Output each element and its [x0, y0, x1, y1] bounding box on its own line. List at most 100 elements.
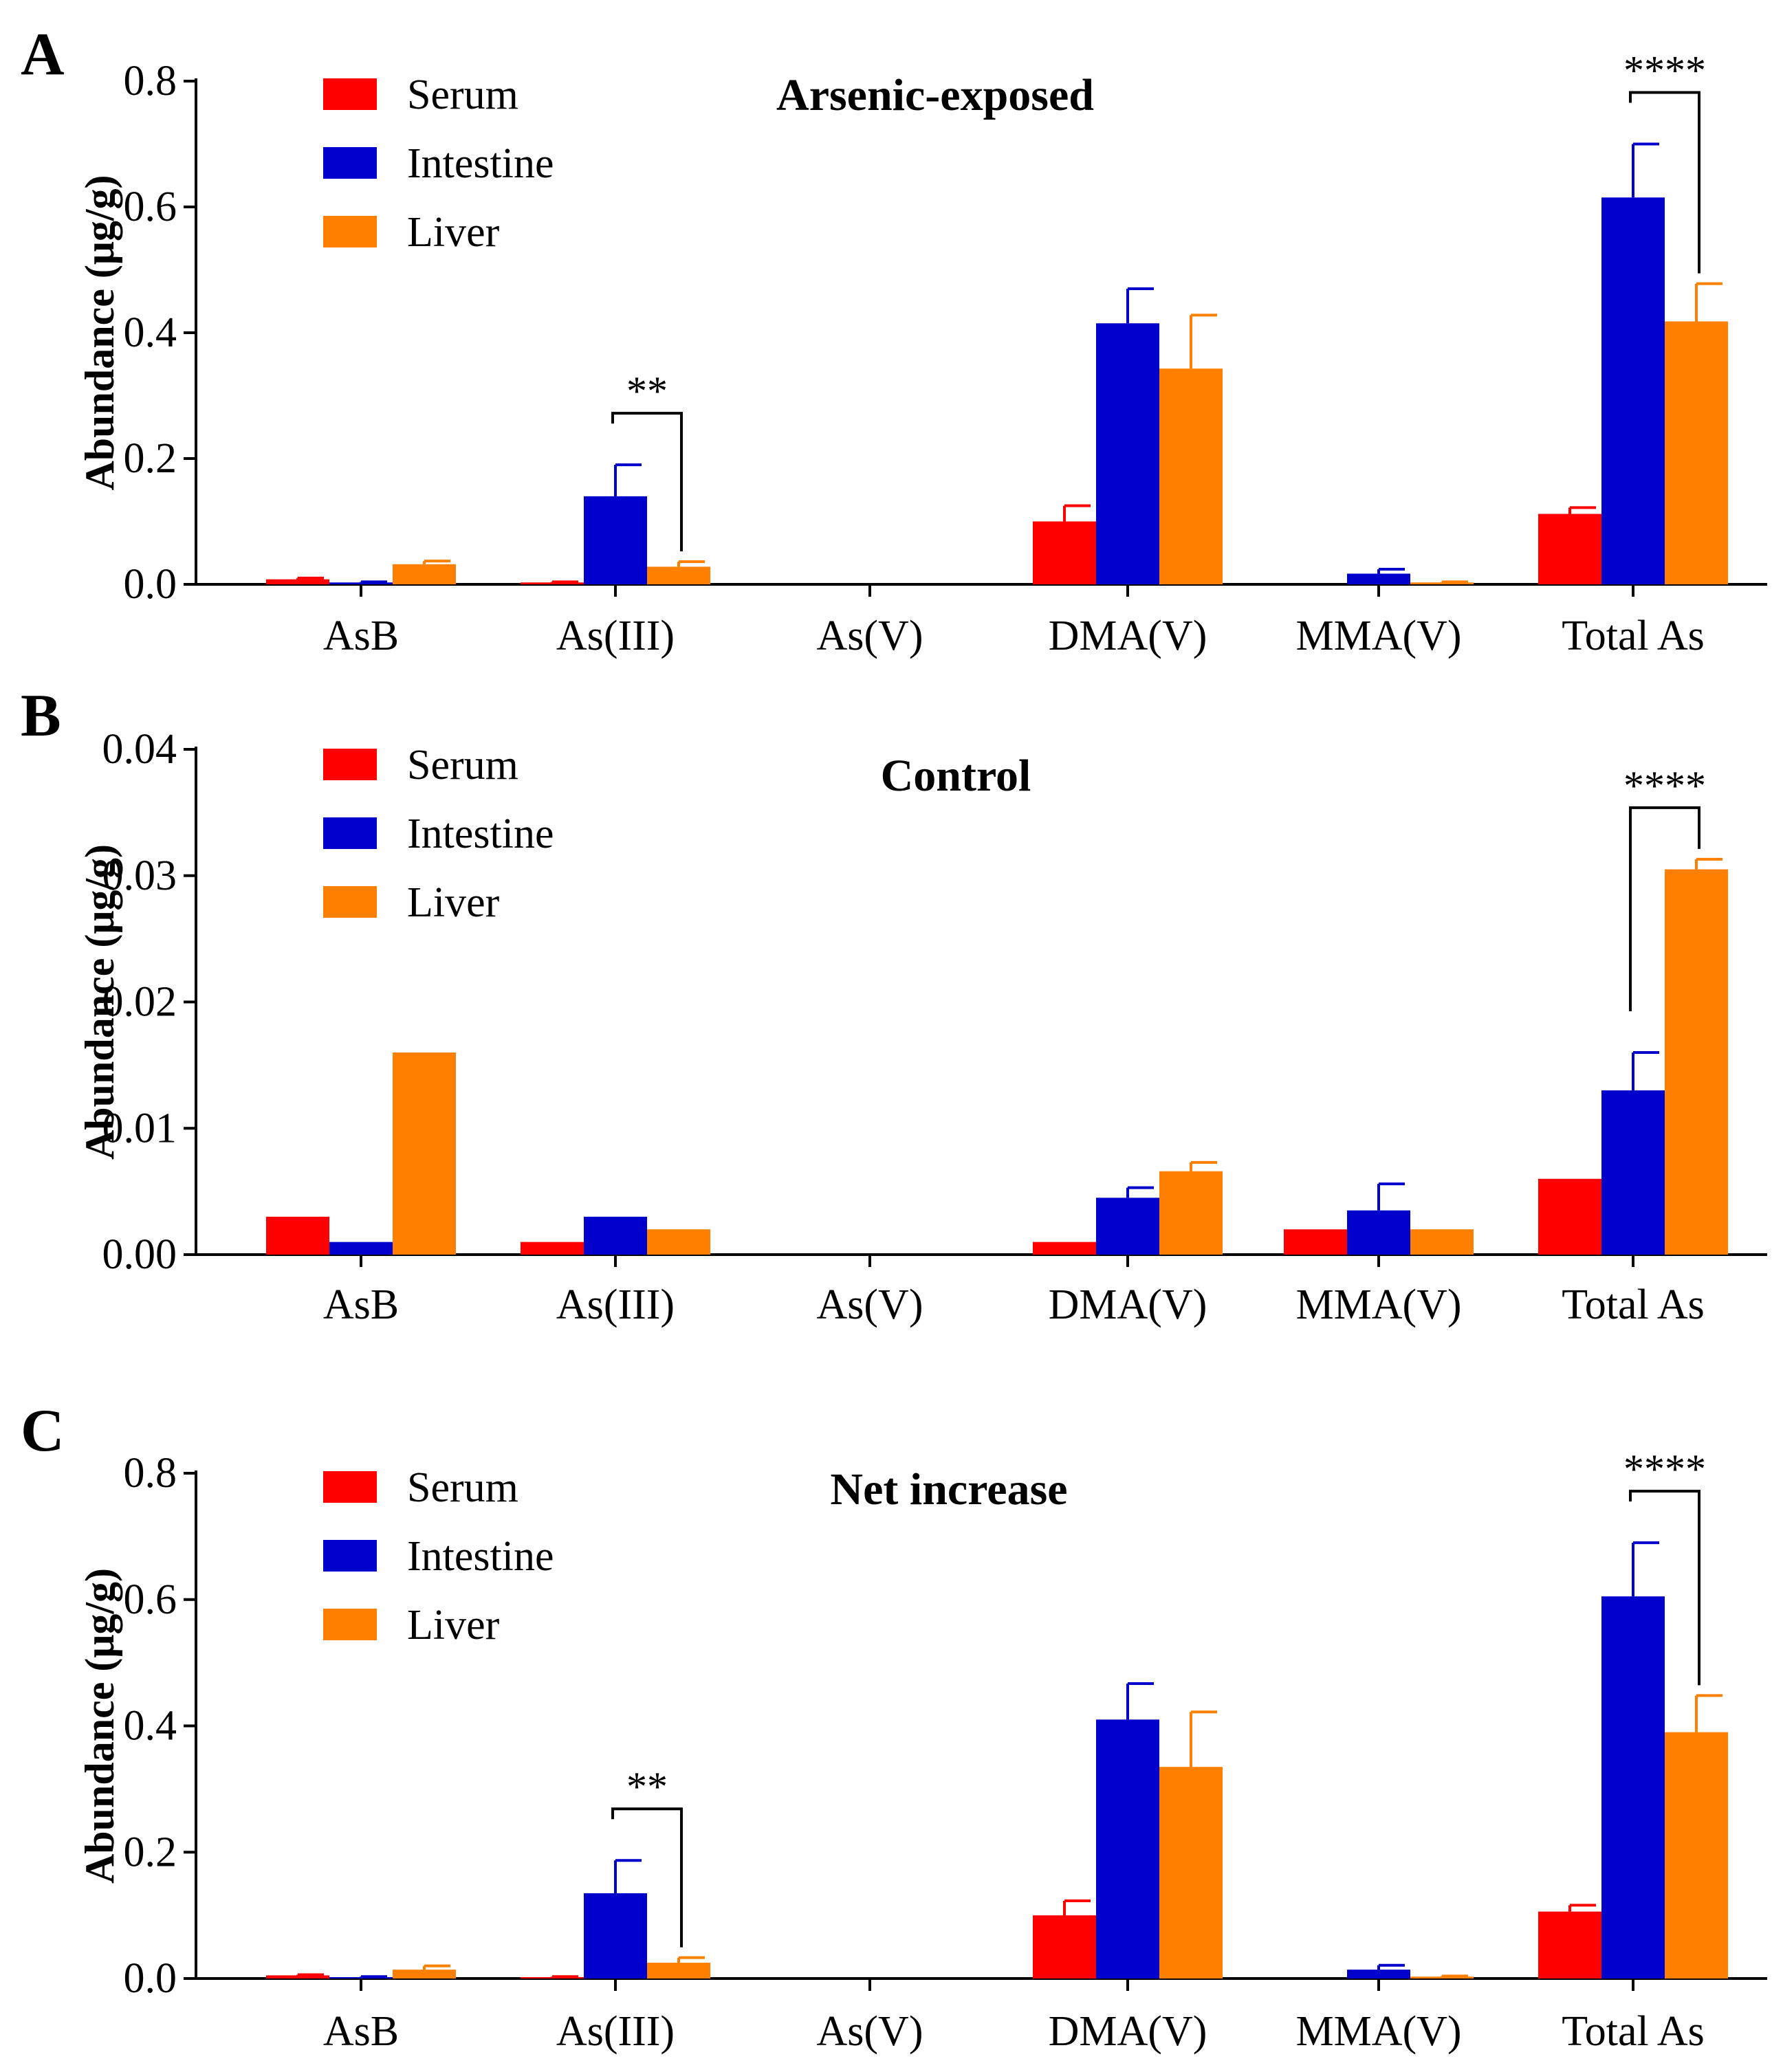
bar-serum [1033, 1242, 1096, 1255]
legend-swatch-serum [323, 749, 377, 780]
significance-label: ** [626, 1764, 668, 1809]
bar-intestine [1096, 1719, 1159, 1979]
x-tick-label: AsB [323, 2008, 399, 2055]
bar-serum [1033, 521, 1096, 584]
bar-liver [1159, 368, 1223, 584]
bar-intestine [329, 1242, 393, 1255]
y-tick-label: 0.02 [102, 979, 177, 1026]
bar-serum [1538, 1178, 1601, 1255]
chart-title: Net increase [830, 1464, 1067, 1514]
bar-intestine [1601, 1596, 1665, 1979]
x-tick-label: As(III) [556, 1281, 675, 1328]
bar-intestine [584, 1893, 647, 1979]
bar-intestine [1096, 1198, 1159, 1255]
x-tick-label: As(V) [817, 2008, 923, 2055]
bar-intestine [584, 496, 647, 584]
x-tick-label: Total As [1562, 613, 1705, 659]
bar-liver [393, 1970, 456, 1979]
x-tick-label: DMA(V) [1049, 613, 1207, 659]
bar-liver [647, 1229, 710, 1255]
panel-c: C Net increase Abundance (μg/g) 0.0 0.2 0.4 0.… [21, 1398, 1767, 2055]
bar-liver [1159, 1171, 1223, 1255]
y-tick-label: 0.4 [124, 309, 177, 356]
bar-liver [393, 1052, 456, 1255]
legend-label-liver: Liver [407, 879, 500, 926]
significance-bracket [611, 412, 683, 552]
x-tick-label: Total As [1562, 1281, 1705, 1328]
bar-liver [647, 1963, 710, 1979]
chart-title: Arsenic-exposed [776, 70, 1094, 120]
legend-swatch-serum [323, 1471, 377, 1503]
bar-intestine [1601, 1090, 1665, 1255]
legend-label-intestine: Intestine [407, 811, 554, 857]
y-tick-label: 0.8 [124, 58, 177, 104]
x-tick-label: MMA(V) [1295, 1281, 1461, 1328]
y-axis-label: Abundance (μg/g) [77, 844, 122, 1160]
significance-bracket [1629, 91, 1700, 274]
bar-intestine [1347, 1970, 1410, 1979]
x-tick-label: DMA(V) [1049, 1281, 1207, 1328]
chart-title: Control [881, 751, 1031, 801]
bar-serum [1538, 514, 1601, 584]
y-tick-label: 0.0 [124, 561, 177, 608]
y-tick-label: 0.4 [124, 1703, 177, 1750]
bar-liver [1410, 1976, 1474, 1979]
bar-serum [1284, 1229, 1347, 1255]
y-tick-label: 0.0 [124, 1955, 177, 2002]
panel-a: A Arsenic-exposed Abundance (μg/g) 0.0 0.2 0.… [21, 21, 1767, 659]
x-tick-label: As(V) [817, 613, 923, 659]
bar-liver [1665, 869, 1728, 1255]
legend-swatch-intestine [323, 147, 377, 179]
bar-liver [647, 566, 710, 584]
bar-liver [1159, 1767, 1223, 1979]
bar-liver [1410, 1229, 1474, 1255]
legend-label-serum: Serum [407, 71, 518, 118]
legend-swatch-serum [323, 78, 377, 110]
bar-intestine [1347, 1210, 1410, 1255]
legend-label-liver: Liver [407, 209, 500, 256]
bar-liver [1410, 582, 1474, 584]
legend-swatch-intestine [323, 1540, 377, 1572]
y-tick-label: 0.00 [102, 1231, 177, 1278]
significance-bracket [1629, 806, 1700, 1011]
significance-bracket [1629, 1490, 1700, 1686]
y-tick-label: 0.03 [102, 852, 177, 899]
x-tick-label: As(III) [556, 613, 675, 659]
legend-label-serum: Serum [407, 742, 518, 789]
y-tick-label: 0.2 [124, 435, 177, 482]
bar-intestine [1601, 197, 1665, 584]
panel-letter: B [21, 683, 61, 749]
legend-label-serum: Serum [407, 1464, 518, 1511]
y-tick-label: 0.6 [124, 1576, 177, 1623]
x-tick-label: Total As [1562, 2008, 1705, 2055]
bar-liver [393, 564, 456, 584]
x-tick-label: AsB [323, 613, 399, 659]
legend-swatch-liver [323, 886, 377, 918]
y-tick-label: 0.6 [124, 184, 177, 230]
x-tick-label: MMA(V) [1295, 2008, 1461, 2055]
x-tick-label: DMA(V) [1049, 2008, 1207, 2055]
significance-bracket [611, 1807, 683, 1948]
bar-serum [266, 579, 329, 584]
x-tick-label: AsB [323, 1281, 399, 1328]
panel-letter: A [21, 21, 65, 88]
legend-label-intestine: Intestine [407, 140, 554, 187]
bar-serum [521, 1242, 584, 1255]
bar-serum [1033, 1915, 1096, 1979]
bar-intestine [584, 1216, 647, 1255]
panel-b: B Control Abundance (μg/g) 0.00 0.01 0.02 0.03… [21, 683, 1767, 1328]
x-tick-label: As(III) [556, 2008, 675, 2055]
bar-intestine [1347, 573, 1410, 584]
panel-letter: C [21, 1398, 65, 1464]
y-tick-label: 0.01 [102, 1105, 177, 1151]
y-axis-label: Abundance (μg/g) [77, 1568, 122, 1884]
x-tick-label: MMA(V) [1295, 613, 1461, 659]
significance-label: **** [1623, 1446, 1706, 1492]
y-tick-label: 0.04 [102, 726, 177, 773]
bar-serum [266, 1975, 329, 1979]
legend-label-intestine: Intestine [407, 1533, 554, 1580]
y-tick-label: 0.2 [124, 1829, 177, 1875]
bar-serum [521, 582, 584, 584]
x-tick-label: As(V) [817, 1281, 923, 1328]
legend-swatch-intestine [323, 817, 377, 849]
